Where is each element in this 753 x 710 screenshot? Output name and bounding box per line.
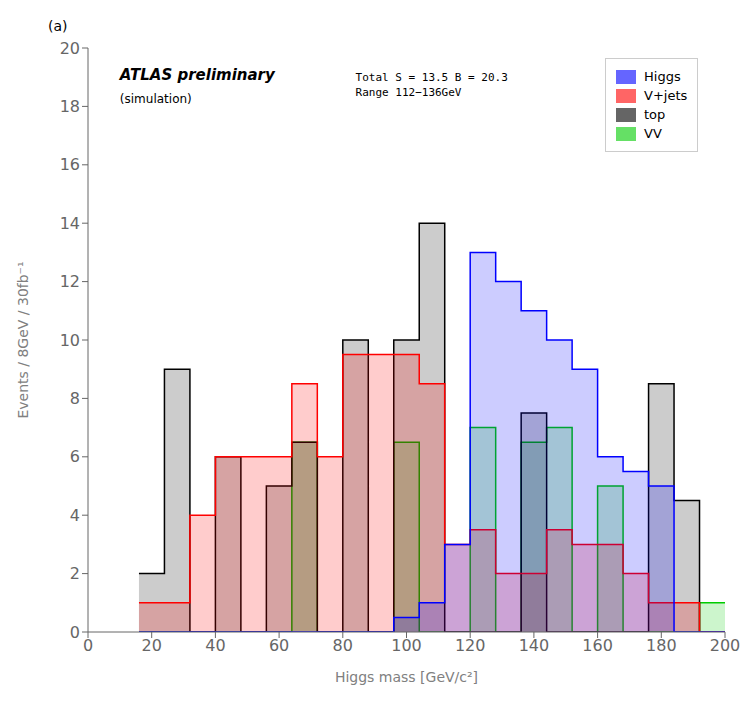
html-text:(simulation): (simulation) <box>119 91 192 106</box>
svg-text:10: 10 <box>60 331 80 350</box>
svg-text:200: 200 <box>710 636 741 655</box>
html-text:ATLAS preliminary: ATLAS preliminary <box>119 65 275 84</box>
svg-text:100: 100 <box>391 636 422 655</box>
svg-text:20: 20 <box>142 636 162 655</box>
svg-text:60: 60 <box>269 636 289 655</box>
svg-text:80: 80 <box>333 636 353 655</box>
svg-text:160: 160 <box>582 636 613 655</box>
svg-text:12: 12 <box>60 272 80 291</box>
svg-text:Events / 8GeV / 30fb⁻¹: Events / 8GeV / 30fb⁻¹ <box>15 261 31 418</box>
html-text:(a): (a) <box>48 18 68 34</box>
svg-text:0: 0 <box>70 623 80 642</box>
svg-text:8: 8 <box>70 389 80 408</box>
html-text:Higgs: Higgs <box>644 69 681 84</box>
html-text:VV: VV <box>644 126 662 141</box>
svg-text:4: 4 <box>70 506 80 525</box>
html-text:V+jets: V+jets <box>644 88 688 103</box>
svg-text:18: 18 <box>60 97 80 116</box>
svg-text:180: 180 <box>646 636 677 655</box>
svg-text:120: 120 <box>455 636 486 655</box>
svg-text:16: 16 <box>60 155 80 174</box>
html-text:Total S = 13.5 B = 20.3 Range: Total S = 13.5 B = 20.3 Range 112−136GeV <box>355 71 508 99</box>
svg-text:Higgs mass [GeV/c²]: Higgs mass [GeV/c²] <box>335 669 478 685</box>
svg-text:6: 6 <box>70 447 80 466</box>
svg-text:20: 20 <box>60 39 80 58</box>
svg-text:0: 0 <box>83 636 93 655</box>
svg-text:14: 14 <box>60 214 80 233</box>
svg-text:2: 2 <box>70 564 80 583</box>
svg-text:140: 140 <box>519 636 550 655</box>
html-text:top: top <box>644 107 666 122</box>
svg-text:40: 40 <box>205 636 225 655</box>
